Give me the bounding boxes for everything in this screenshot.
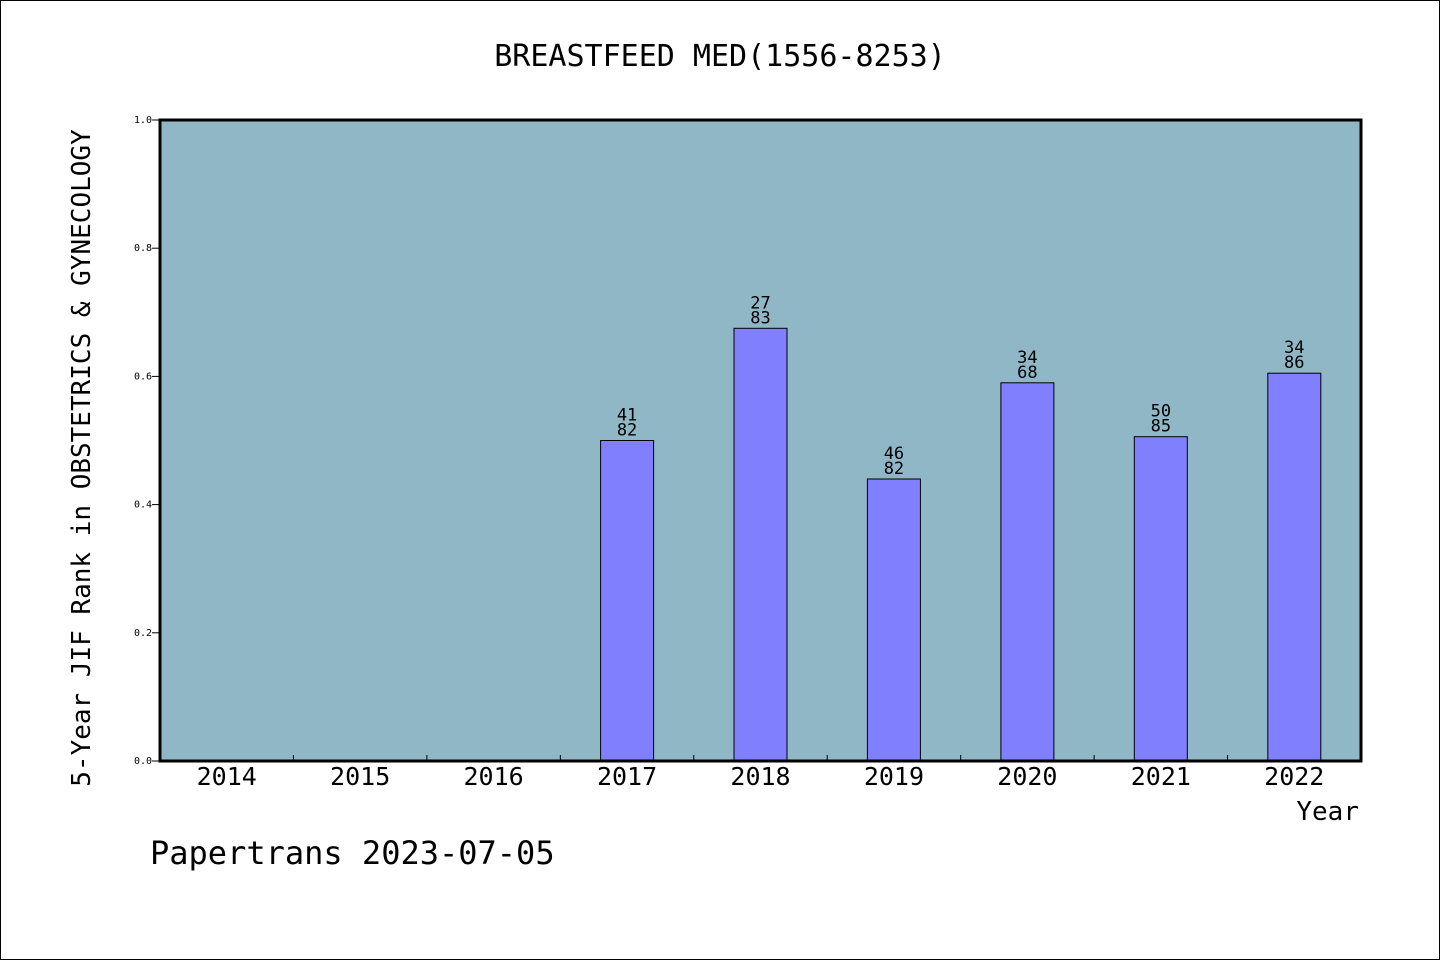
x-axis-label: Year [1296, 797, 1359, 827]
bar-label-numerator: 46 [884, 444, 904, 464]
chart-title: BREASTFEED MED(1556-8253) [494, 39, 946, 74]
y-tick-label: 0.4 [134, 500, 152, 511]
bar-label-numerator: 34 [1017, 348, 1037, 368]
y-tick-label: 0.8 [134, 243, 152, 254]
bar-2017 [600, 440, 655, 762]
x-tick-label: 2019 [864, 762, 924, 791]
bar-label-numerator: 34 [1284, 338, 1304, 358]
bar-label-numerator: 41 [617, 406, 637, 426]
bar-label-denominator: 82 [617, 421, 637, 441]
bar-2018 [733, 327, 788, 762]
y-tick-label: 0.6 [134, 371, 152, 382]
plot-border [158, 118, 1363, 763]
x-tick-label: 2017 [597, 762, 657, 791]
bar-label-denominator: 68 [1017, 363, 1037, 383]
bar-2021 [1133, 436, 1188, 762]
y-axis: 0.0 0.2 0.4 0.6 0.8 1.0 [134, 115, 160, 767]
bar-2020 [1000, 382, 1055, 762]
bar-label-denominator: 85 [1151, 417, 1171, 437]
bars-layer [600, 327, 1322, 762]
y-axis-label: 5-Year JIF Rank in OBSTETRICS & GYNECOLO… [67, 129, 97, 787]
x-tick-label: 2018 [730, 762, 790, 791]
bar-2019 [866, 478, 921, 762]
x-tick-label: 2015 [330, 762, 390, 791]
y-tick-label: 0.0 [134, 756, 152, 767]
bar-label-denominator: 83 [750, 308, 770, 328]
y-tick-label: 1.0 [134, 115, 152, 126]
x-tick-label: 2020 [997, 762, 1057, 791]
x-tick-label: 2021 [1131, 762, 1191, 791]
bar-label-denominator: 86 [1284, 353, 1304, 373]
x-tick-label: 2016 [464, 762, 524, 791]
x-tick-label: 2014 [197, 762, 257, 791]
bar-label-numerator: 27 [750, 293, 770, 313]
x-axis: 2014 2015 2016 2017 2018 2019 2020 2021 2022 [197, 755, 1324, 791]
bar-2022 [1267, 372, 1322, 762]
x-tick-label: 2022 [1264, 762, 1324, 791]
bar-label-numerator: 50 [1151, 402, 1171, 422]
footer-credit: Papertrans 2023-07-05 [150, 834, 555, 872]
y-tick-label: 0.2 [134, 628, 152, 639]
bar-label-denominator: 82 [884, 459, 904, 479]
